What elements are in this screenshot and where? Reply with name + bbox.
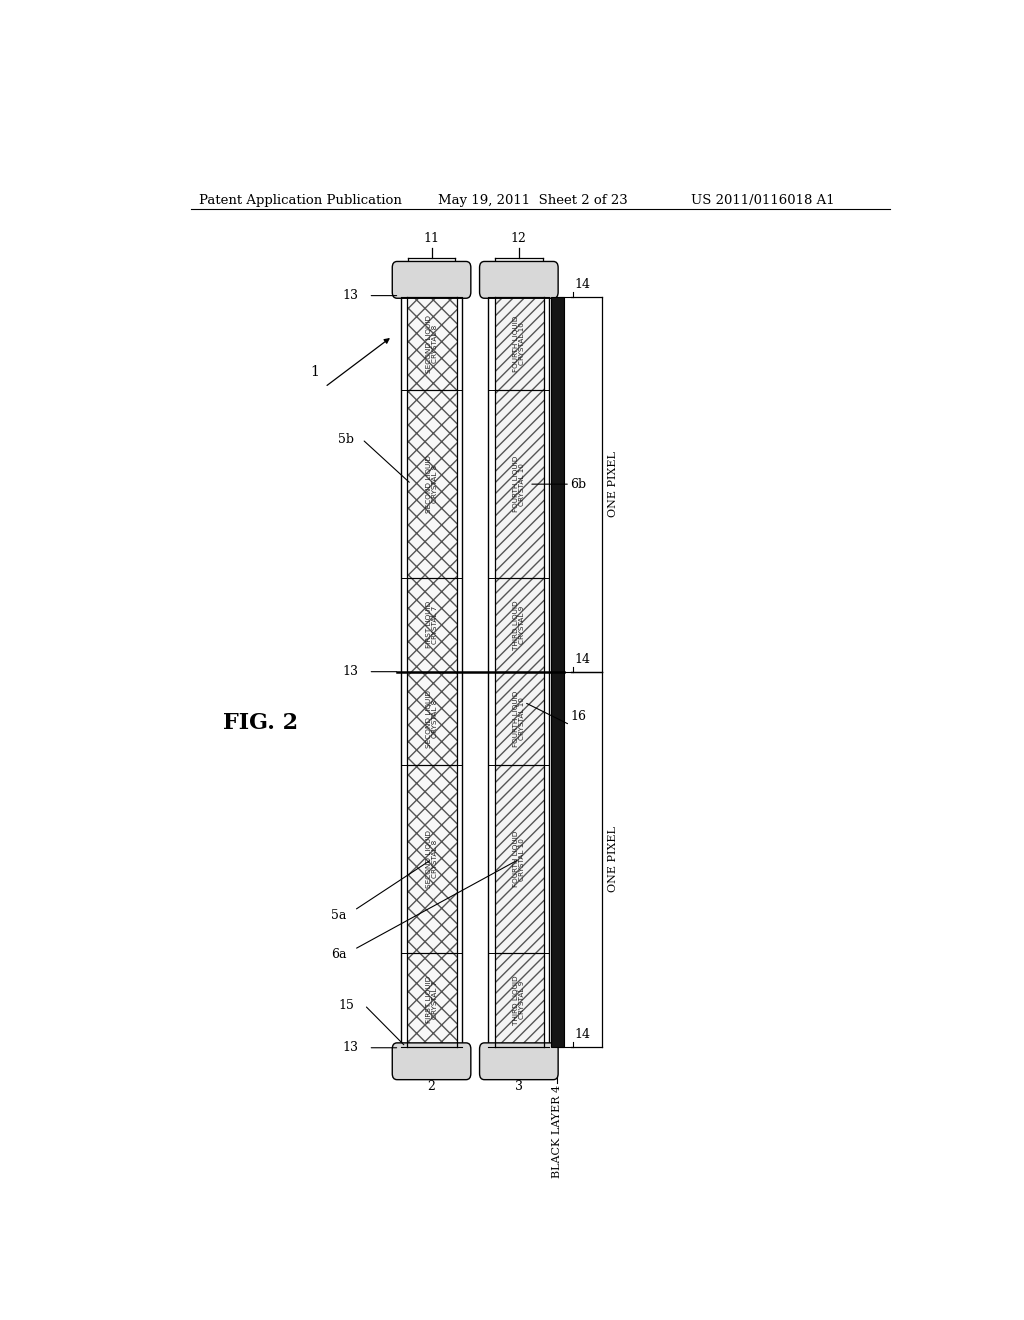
Text: 6a: 6a [331,948,346,961]
Text: SECOND LIQUID
CRYSTAL 8: SECOND LIQUID CRYSTAL 8 [426,455,438,513]
Text: ONE PIXEL: ONE PIXEL [608,826,618,892]
Bar [495,953,544,1047]
Text: 13: 13 [342,289,358,302]
Text: THIRD LIQUID
CRYSTAL 9: THIRD LIQUID CRYSTAL 9 [513,601,525,649]
Text: 14: 14 [574,277,590,290]
FancyBboxPatch shape [392,261,471,298]
Text: THIRD LIQUID
CRYSTAL 9: THIRD LIQUID CRYSTAL 9 [513,975,525,1024]
Bar [495,766,544,953]
Bar [408,953,457,1047]
Text: 5a: 5a [331,909,346,921]
Text: SECOND LIQUID
CRYSTAL 8: SECOND LIQUID CRYSTAL 8 [426,689,438,747]
Bar [408,672,457,766]
Text: FIRST LIQUID
CRYSTAL 7: FIRST LIQUID CRYSTAL 7 [426,601,438,648]
Text: US 2011/0116018 A1: US 2011/0116018 A1 [691,194,836,207]
Text: SECOND LIQUID
CRYSTAL 8: SECOND LIQUID CRYSTAL 8 [426,314,438,372]
FancyBboxPatch shape [479,1043,558,1080]
Text: 5b: 5b [338,433,354,446]
Text: 12: 12 [511,232,526,246]
Text: FIG. 2: FIG. 2 [223,711,298,734]
Text: FOURTH LIQUID
CRYSTAL 10: FOURTH LIQUID CRYSTAL 10 [513,690,525,747]
Bar [408,578,457,672]
Text: 16: 16 [570,710,586,723]
Text: 1: 1 [310,364,318,379]
Text: SECOND LIQUID
CRYSTAL 8: SECOND LIQUID CRYSTAL 8 [426,830,438,888]
Bar [495,391,544,578]
Text: 15: 15 [338,998,354,1011]
Text: FOURTH LIQUID
CRYSTAL 10: FOURTH LIQUID CRYSTAL 10 [513,832,525,887]
Text: 13: 13 [342,1041,358,1055]
Text: FIRST LIQUID
CRYSTAL 7: FIRST LIQUID CRYSTAL 7 [426,977,438,1023]
Text: BLACK LAYER 4: BLACK LAYER 4 [552,1085,562,1179]
Text: Patent Application Publication: Patent Application Publication [200,194,402,207]
FancyBboxPatch shape [479,261,558,298]
Text: 14: 14 [574,1028,590,1040]
Bar [408,297,457,391]
Bar [408,391,457,578]
Text: ONE PIXEL: ONE PIXEL [608,451,618,517]
Bar [408,766,457,953]
Bar [551,297,563,1047]
Text: 2: 2 [428,1080,435,1093]
Text: 3: 3 [515,1080,523,1093]
Text: 14: 14 [574,652,590,665]
FancyBboxPatch shape [392,1043,471,1080]
Bar [495,297,544,391]
Text: 13: 13 [342,665,358,678]
Text: May 19, 2011  Sheet 2 of 23: May 19, 2011 Sheet 2 of 23 [437,194,628,207]
Bar [495,578,544,672]
Text: 11: 11 [424,232,439,246]
Text: FOURTH LIQUID
CRYSTAL 10: FOURTH LIQUID CRYSTAL 10 [513,455,525,512]
Text: 6b: 6b [570,478,586,491]
Text: FOURTH LIQUID
CRYSTAL 10: FOURTH LIQUID CRYSTAL 10 [513,315,525,372]
Bar [495,672,544,766]
